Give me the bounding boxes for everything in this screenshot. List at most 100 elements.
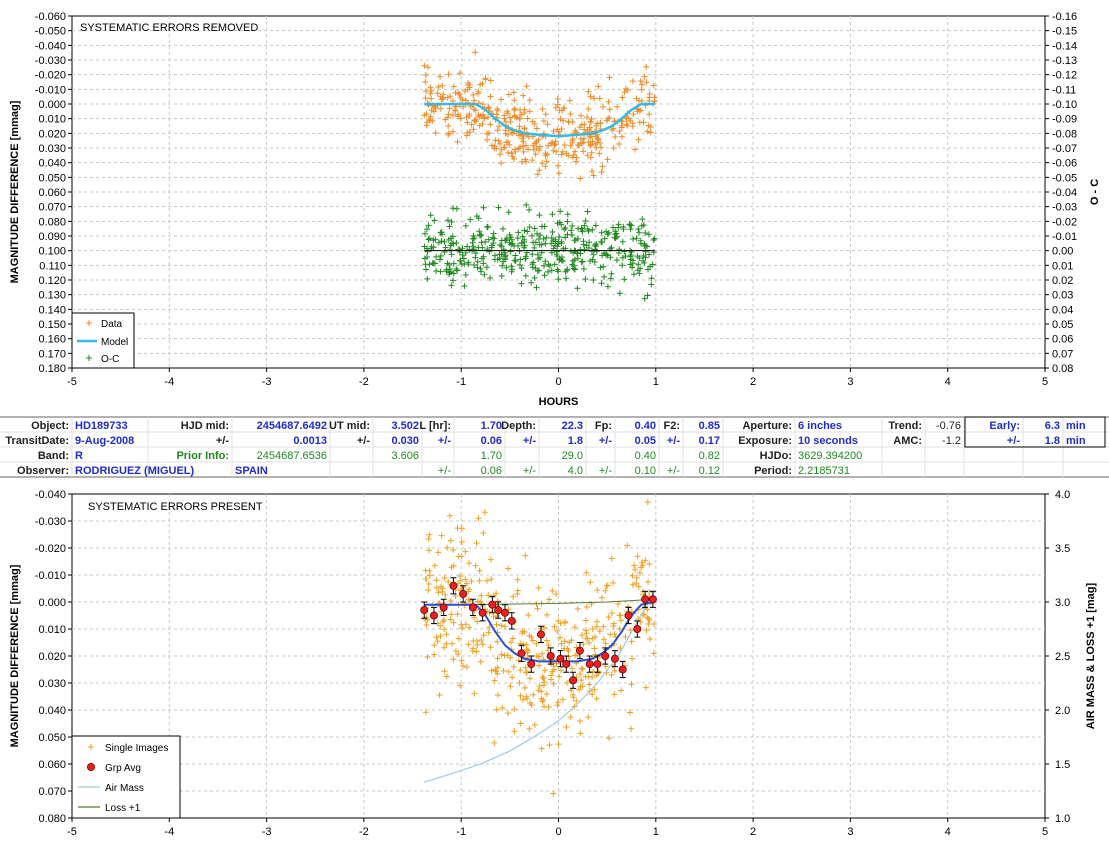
data-point <box>563 150 570 157</box>
data-point <box>585 105 592 112</box>
table-cell: F2: <box>664 420 681 432</box>
y-tick-label: 0.070 <box>38 202 66 214</box>
o-c-point <box>546 262 553 269</box>
data-point <box>588 168 595 175</box>
chart-title: SYSTEMATIC ERRORS PRESENT <box>88 501 263 513</box>
legend-grp-marker <box>87 762 96 771</box>
x-tick-label: -2 <box>359 826 369 838</box>
y-tick-label: 0.110 <box>39 260 66 272</box>
data-point <box>484 114 491 121</box>
x-tick-label: -3 <box>262 376 272 388</box>
o-c-point <box>495 204 502 211</box>
data-point <box>636 97 643 104</box>
o-c-point <box>598 239 605 246</box>
data-point <box>480 101 487 108</box>
y-tick-label: 0.020 <box>38 651 66 663</box>
data-point <box>550 147 557 154</box>
single-image-point <box>608 610 615 617</box>
data-point <box>561 105 568 112</box>
o-c-point <box>483 264 490 271</box>
legend-box <box>71 735 181 819</box>
data-point <box>618 133 625 140</box>
o-c-point <box>520 244 527 251</box>
single-image-point <box>433 634 440 641</box>
data-point <box>646 111 653 118</box>
single-image-point <box>487 556 494 563</box>
y-tick-label: 0.020 <box>38 128 66 140</box>
data-point <box>614 103 621 110</box>
y-tick-label: -0.010 <box>35 570 66 582</box>
single-image-point <box>628 725 635 732</box>
o-c-point <box>642 230 649 237</box>
o-c-point <box>553 251 560 258</box>
single-image-point <box>463 580 470 587</box>
y-axis-label: MAGNITUDE DIFFERENCE [mmag] <box>9 100 21 283</box>
o-c-point <box>450 205 457 212</box>
o-c-point <box>528 279 535 286</box>
single-image-point <box>570 691 577 698</box>
table-cell: TransitDate: <box>5 435 69 447</box>
single-image-point <box>642 557 649 564</box>
data-point <box>445 123 452 130</box>
table-cell: 0.0013 <box>293 435 327 447</box>
x-tick-label: -2 <box>359 376 369 388</box>
data-point <box>593 144 600 151</box>
data-point <box>589 138 596 145</box>
grp-avg-point <box>633 624 642 633</box>
o-c-point <box>498 243 505 250</box>
o-c-point <box>613 257 620 264</box>
single-image-point <box>543 611 550 618</box>
o-c-point <box>531 274 538 281</box>
data-point <box>423 88 430 95</box>
o-c-point <box>627 253 634 260</box>
y-tick-label: 0.160 <box>38 334 66 346</box>
single-image-point <box>573 698 580 705</box>
single-image-point <box>445 578 452 585</box>
data-point <box>422 79 429 86</box>
single-image-point <box>549 587 556 594</box>
data-point <box>598 144 605 151</box>
o-c-point <box>528 232 535 239</box>
o-c-point <box>628 222 635 229</box>
x-tick-label: -1 <box>456 376 466 388</box>
single-image-point <box>441 668 448 675</box>
y-tick-label: 0.150 <box>38 319 66 331</box>
y2-tick-label: 0.04 <box>1052 304 1073 316</box>
o-c-point <box>437 252 444 259</box>
data-point <box>442 116 449 123</box>
single-image-point <box>468 578 475 585</box>
o-c-point <box>615 221 622 228</box>
x-tick-label: 0 <box>555 826 561 838</box>
table-cell: +/- <box>523 435 536 447</box>
single-image-point <box>448 611 455 618</box>
o-c-point <box>450 260 457 267</box>
o-c-point <box>621 248 628 255</box>
single-image-point <box>523 669 530 676</box>
single-image-point <box>603 582 610 589</box>
o-c-point <box>511 257 518 264</box>
single-image-point <box>538 688 545 695</box>
data-point <box>494 106 501 113</box>
single-image-point <box>633 574 640 581</box>
o-c-point <box>604 231 611 238</box>
single-image-point <box>425 547 432 554</box>
o-c-point <box>564 211 571 218</box>
y2-tick-label: -0.06 <box>1052 158 1077 170</box>
y-tick-label: -0.060 <box>35 11 66 23</box>
data-point <box>647 129 654 136</box>
o-c-point <box>522 272 529 279</box>
single-image-point <box>522 664 529 671</box>
table-cell: 6.3 <box>1045 420 1060 432</box>
single-image-point <box>622 633 629 640</box>
single-image-point <box>633 580 640 587</box>
single-image-point <box>645 578 651 585</box>
data-point <box>606 74 613 81</box>
o-c-point <box>422 230 429 237</box>
o-c-point <box>453 266 460 273</box>
data-point <box>573 154 580 161</box>
single-image-point <box>447 537 454 544</box>
data-point <box>576 142 583 149</box>
o-c-point <box>562 268 569 275</box>
single-image-point <box>454 611 461 618</box>
o-c-point <box>601 273 608 280</box>
